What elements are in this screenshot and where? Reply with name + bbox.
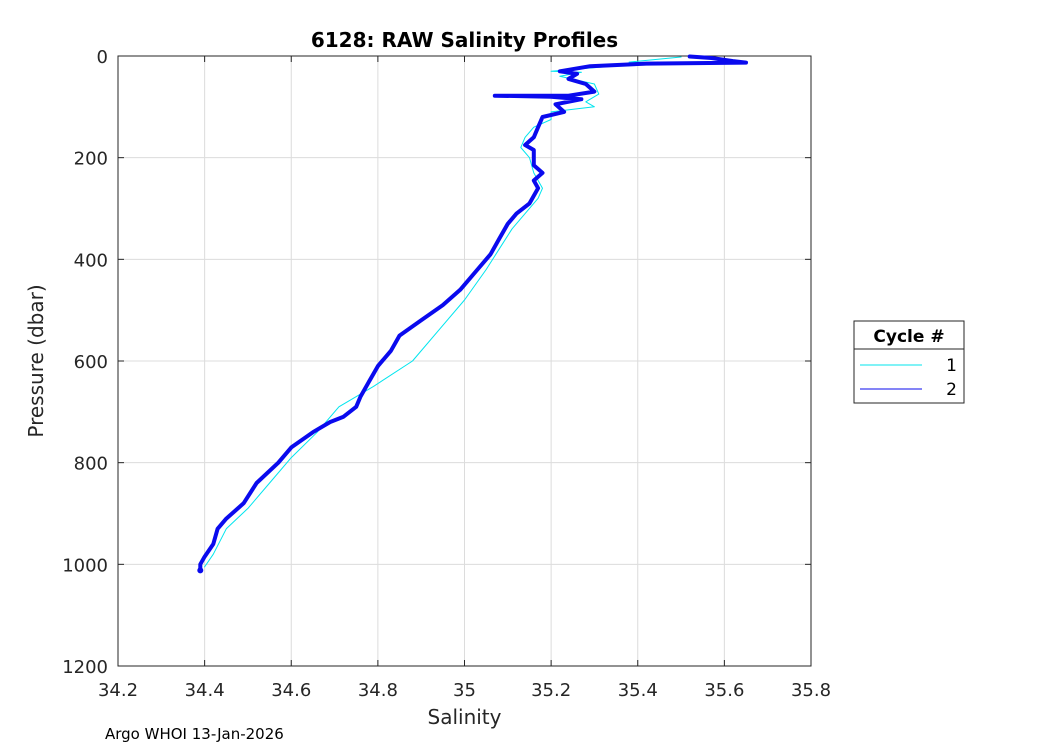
- profile-end-marker: [197, 567, 204, 574]
- y-tick-label: 800: [74, 454, 108, 475]
- y-tick-label: 0: [97, 47, 108, 68]
- x-tick-label: 35.2: [531, 680, 571, 701]
- legend-label-cycle-2: 2: [946, 380, 957, 400]
- axis-ticks: 34.2 34.4 34.6 34.8 35 35.2 35.4 35.6 35.8 0 200 40…: [62, 47, 831, 701]
- legend: Cycle # 1 2: [853, 320, 965, 404]
- series-lines: [197, 54, 748, 574]
- y-tick-label: 1000: [62, 555, 108, 576]
- chart-title: 6128: RAW Salinity Profiles: [311, 28, 618, 52]
- x-tick-label: 35.8: [791, 680, 831, 701]
- legend-label-cycle-1: 1: [946, 356, 957, 376]
- y-axis-label: Pressure (dbar): [24, 284, 48, 437]
- x-tick-label: 34.4: [185, 680, 225, 701]
- series-line-cycle-1: [204, 56, 682, 568]
- y-tick-label: 200: [74, 149, 108, 170]
- x-tick-label: 35.6: [704, 680, 744, 701]
- x-tick-label: 34.6: [271, 680, 311, 701]
- footer-credit: Argo WHOI 13-Jan-2026: [105, 725, 284, 743]
- x-tick-label: 35.4: [618, 680, 658, 701]
- series-line-cycle-2: [198, 54, 748, 573]
- legend-title: Cycle #: [873, 327, 944, 347]
- x-tick-label: 34.2: [98, 680, 138, 701]
- x-tick-label: 35: [453, 680, 476, 701]
- grid-lines: [118, 56, 811, 666]
- x-tick-label: 34.8: [358, 680, 398, 701]
- y-tick-label: 1200: [62, 657, 108, 678]
- x-axis-label: Salinity: [428, 705, 502, 729]
- y-tick-label: 600: [74, 352, 108, 373]
- y-tick-label: 400: [74, 250, 108, 271]
